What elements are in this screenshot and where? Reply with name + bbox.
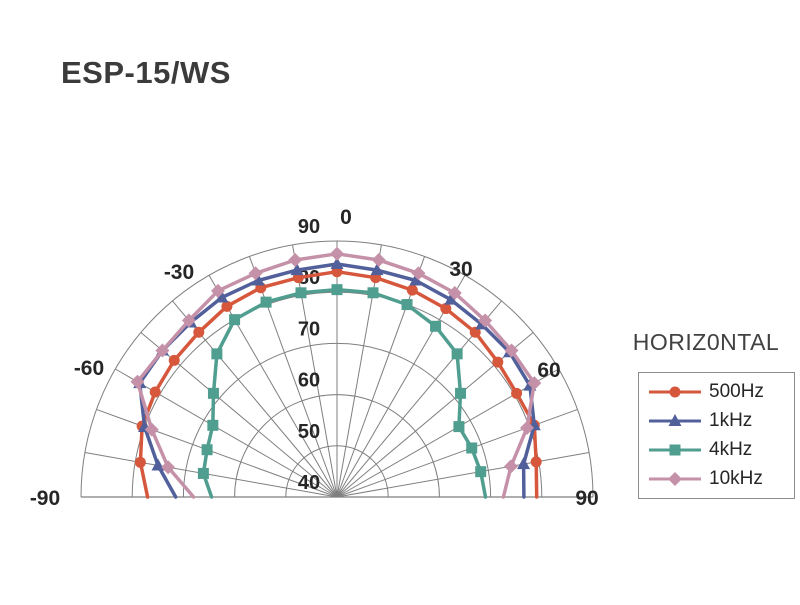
legend-item-label: 10kHz [709, 468, 763, 490]
square-marker-icon [649, 444, 701, 456]
series-500Hz [134, 266, 542, 499]
chart-legend: 500Hz 1kHz 4kHz 10kHz [638, 372, 795, 499]
angle-tick-label: 90 [575, 487, 598, 510]
radial-tick-label: 70 [298, 318, 320, 340]
legend-item-label: 4kHz [709, 439, 753, 461]
triangle-marker-icon [649, 413, 701, 426]
panel-label-horizontal: HORIZ0NTAL [632, 329, 780, 355]
angle-tick-label: 30 [449, 258, 472, 281]
radial-tick-label: 60 [298, 370, 320, 392]
page-title: ESP-15/WS [61, 55, 231, 90]
series-4kHz [197, 284, 488, 499]
radial-tick-label: 50 [298, 421, 320, 443]
circle-marker-icon [649, 386, 701, 398]
angle-tick-label: 0 [340, 206, 352, 229]
series-10kHz [130, 246, 542, 499]
chart-grid [80, 240, 594, 498]
angle-tick-label: -30 [164, 261, 194, 284]
angle-tick-label: -60 [74, 357, 104, 380]
diamond-marker-icon [649, 472, 701, 487]
legend-item-500Hz: 500Hz [647, 379, 794, 405]
angle-tick-label: -90 [30, 487, 60, 510]
chart-series [130, 246, 542, 499]
legend-item-10kHz: 10kHz [647, 466, 794, 492]
legend-item-label: 1kHz [709, 409, 753, 431]
legend-item-4kHz: 4kHz [647, 437, 794, 463]
radial-tick-label: 90 [298, 216, 320, 238]
angle-tick-label: 60 [537, 359, 560, 382]
chart-axis-labels: -90 -60 -30 0 30 60 90 40 50 60 70 80 90 [30, 206, 599, 510]
legend-item-label: 500Hz [709, 380, 764, 402]
legend-item-1kHz: 1kHz [647, 408, 794, 434]
radial-tick-label: 80 [298, 267, 320, 289]
radial-tick-label: 40 [298, 472, 320, 494]
